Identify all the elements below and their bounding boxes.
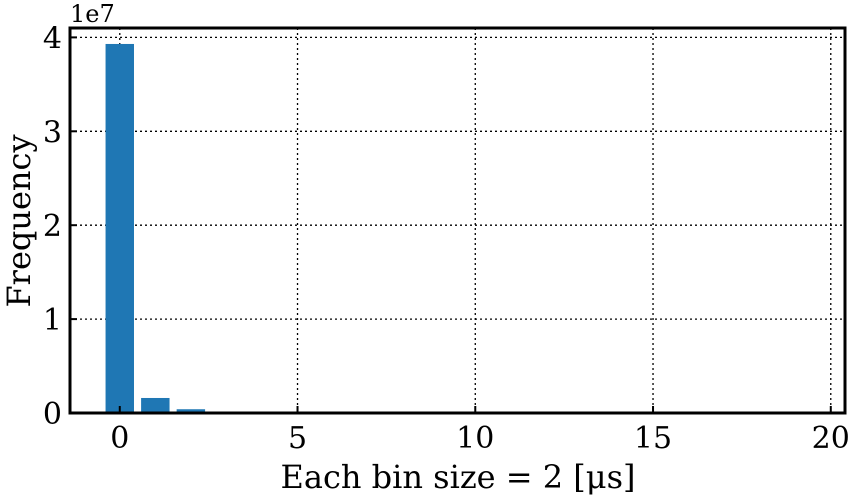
y-tick-label: 4 — [43, 21, 62, 56]
x-tick-label: 20 — [812, 421, 850, 456]
y-tick-label: 1 — [43, 303, 62, 338]
x-tick-label: 0 — [110, 421, 129, 456]
plot-frame — [68, 26, 847, 415]
ticks-group: 0 5 10 15 20 0 1 2 3 4 — [43, 21, 850, 456]
x-tick-label: 10 — [456, 421, 494, 456]
grid-lines — [70, 28, 845, 414]
y-offset-label: 1e7 — [70, 0, 115, 28]
y-axis-label: Frequency — [0, 134, 38, 307]
x-axis-label: Each bin size = 2 [μs] — [281, 458, 636, 496]
x-tick-label: 5 — [288, 421, 307, 456]
bar-0 — [105, 43, 134, 414]
y-tick-label: 3 — [43, 115, 62, 150]
y-tick-label: 2 — [43, 209, 62, 244]
bars-group — [105, 43, 206, 414]
bar-2 — [176, 409, 206, 413]
x-tick-label: 15 — [634, 421, 672, 456]
bar-1 — [141, 397, 170, 413]
y-tick-label: 0 — [43, 397, 62, 432]
